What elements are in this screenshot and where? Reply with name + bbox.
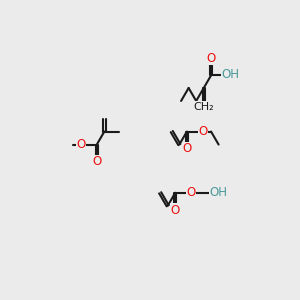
Text: CH₂: CH₂ xyxy=(194,102,214,112)
Text: O: O xyxy=(182,142,191,155)
Text: O: O xyxy=(207,52,216,64)
Text: OH: OH xyxy=(209,186,227,199)
Text: O: O xyxy=(198,125,207,138)
Text: O: O xyxy=(171,204,180,217)
Text: OH: OH xyxy=(222,68,240,82)
Text: O: O xyxy=(76,138,86,151)
Text: O: O xyxy=(187,186,196,199)
Text: O: O xyxy=(92,155,101,169)
